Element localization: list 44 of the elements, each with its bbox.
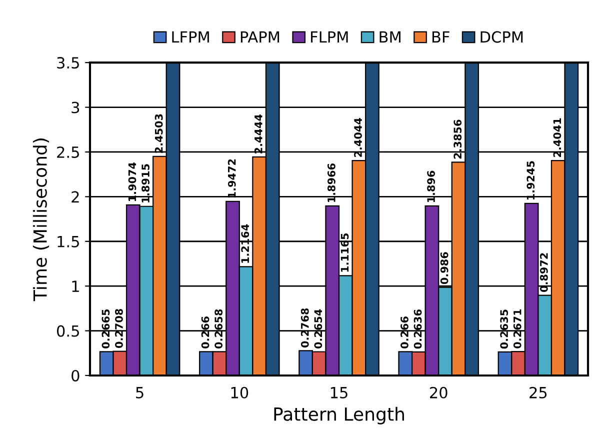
legend-label: LFPM: [172, 31, 209, 43]
x-tick-label: 20: [430, 386, 448, 398]
data-label: 0.2665: [102, 309, 110, 348]
data-label: 2.4041: [553, 118, 562, 157]
x-tick-label: 25: [530, 386, 547, 398]
y-tick-label: 3.5: [57, 57, 79, 69]
y-tick-label: 2: [72, 191, 79, 202]
y-tick-label: 1.5: [58, 236, 79, 248]
data-label: 0.2654: [314, 309, 322, 348]
data-label: 0.2635: [500, 310, 508, 349]
data-label: 2.4044: [354, 118, 362, 157]
data-label: 1.896: [427, 170, 435, 202]
data-label: 0.2658: [214, 309, 222, 348]
data-label: 1.9472: [228, 159, 236, 198]
y-axis-title: Time (Millisecond): [32, 138, 50, 302]
data-label: 1.8966: [328, 164, 336, 202]
data-label: 0.266: [201, 316, 210, 348]
data-label: 0.986: [440, 252, 448, 284]
legend-label: FLPM: [311, 31, 348, 43]
data-label: 0.2671: [513, 309, 522, 348]
y-tick-label: 2.5: [57, 146, 79, 158]
legend-label: BF: [432, 31, 450, 43]
y-tick-label: 1: [72, 280, 79, 292]
data-label: 2.4503: [154, 114, 163, 153]
data-label: 2.3856: [454, 120, 462, 159]
data-label: 0.2636: [414, 310, 422, 349]
data-label: 2.4444: [254, 114, 262, 154]
legend-label: DCPM: [480, 31, 523, 43]
data-label: 1.9074: [128, 162, 136, 202]
data-label: 0.2768: [300, 308, 309, 348]
data-label: 0.266: [400, 316, 408, 348]
y-tick-label: 0: [72, 370, 80, 382]
data-label: 1.1165: [340, 233, 349, 272]
data-label: 1.8915: [142, 164, 150, 202]
legend-label: PAPM: [240, 31, 280, 43]
data-label: 0.8972: [540, 253, 548, 292]
legend-label: BM: [380, 31, 400, 43]
y-tick-label: 0.5: [56, 325, 79, 337]
x-tick-label: 15: [330, 387, 348, 398]
x-tick-label: 5: [136, 387, 144, 398]
x-tick-label: 10: [231, 386, 248, 398]
y-tick-label: 3: [72, 102, 80, 114]
x-axis-title: Pattern Length: [274, 406, 404, 424]
data-label: 0.2708: [115, 308, 123, 348]
